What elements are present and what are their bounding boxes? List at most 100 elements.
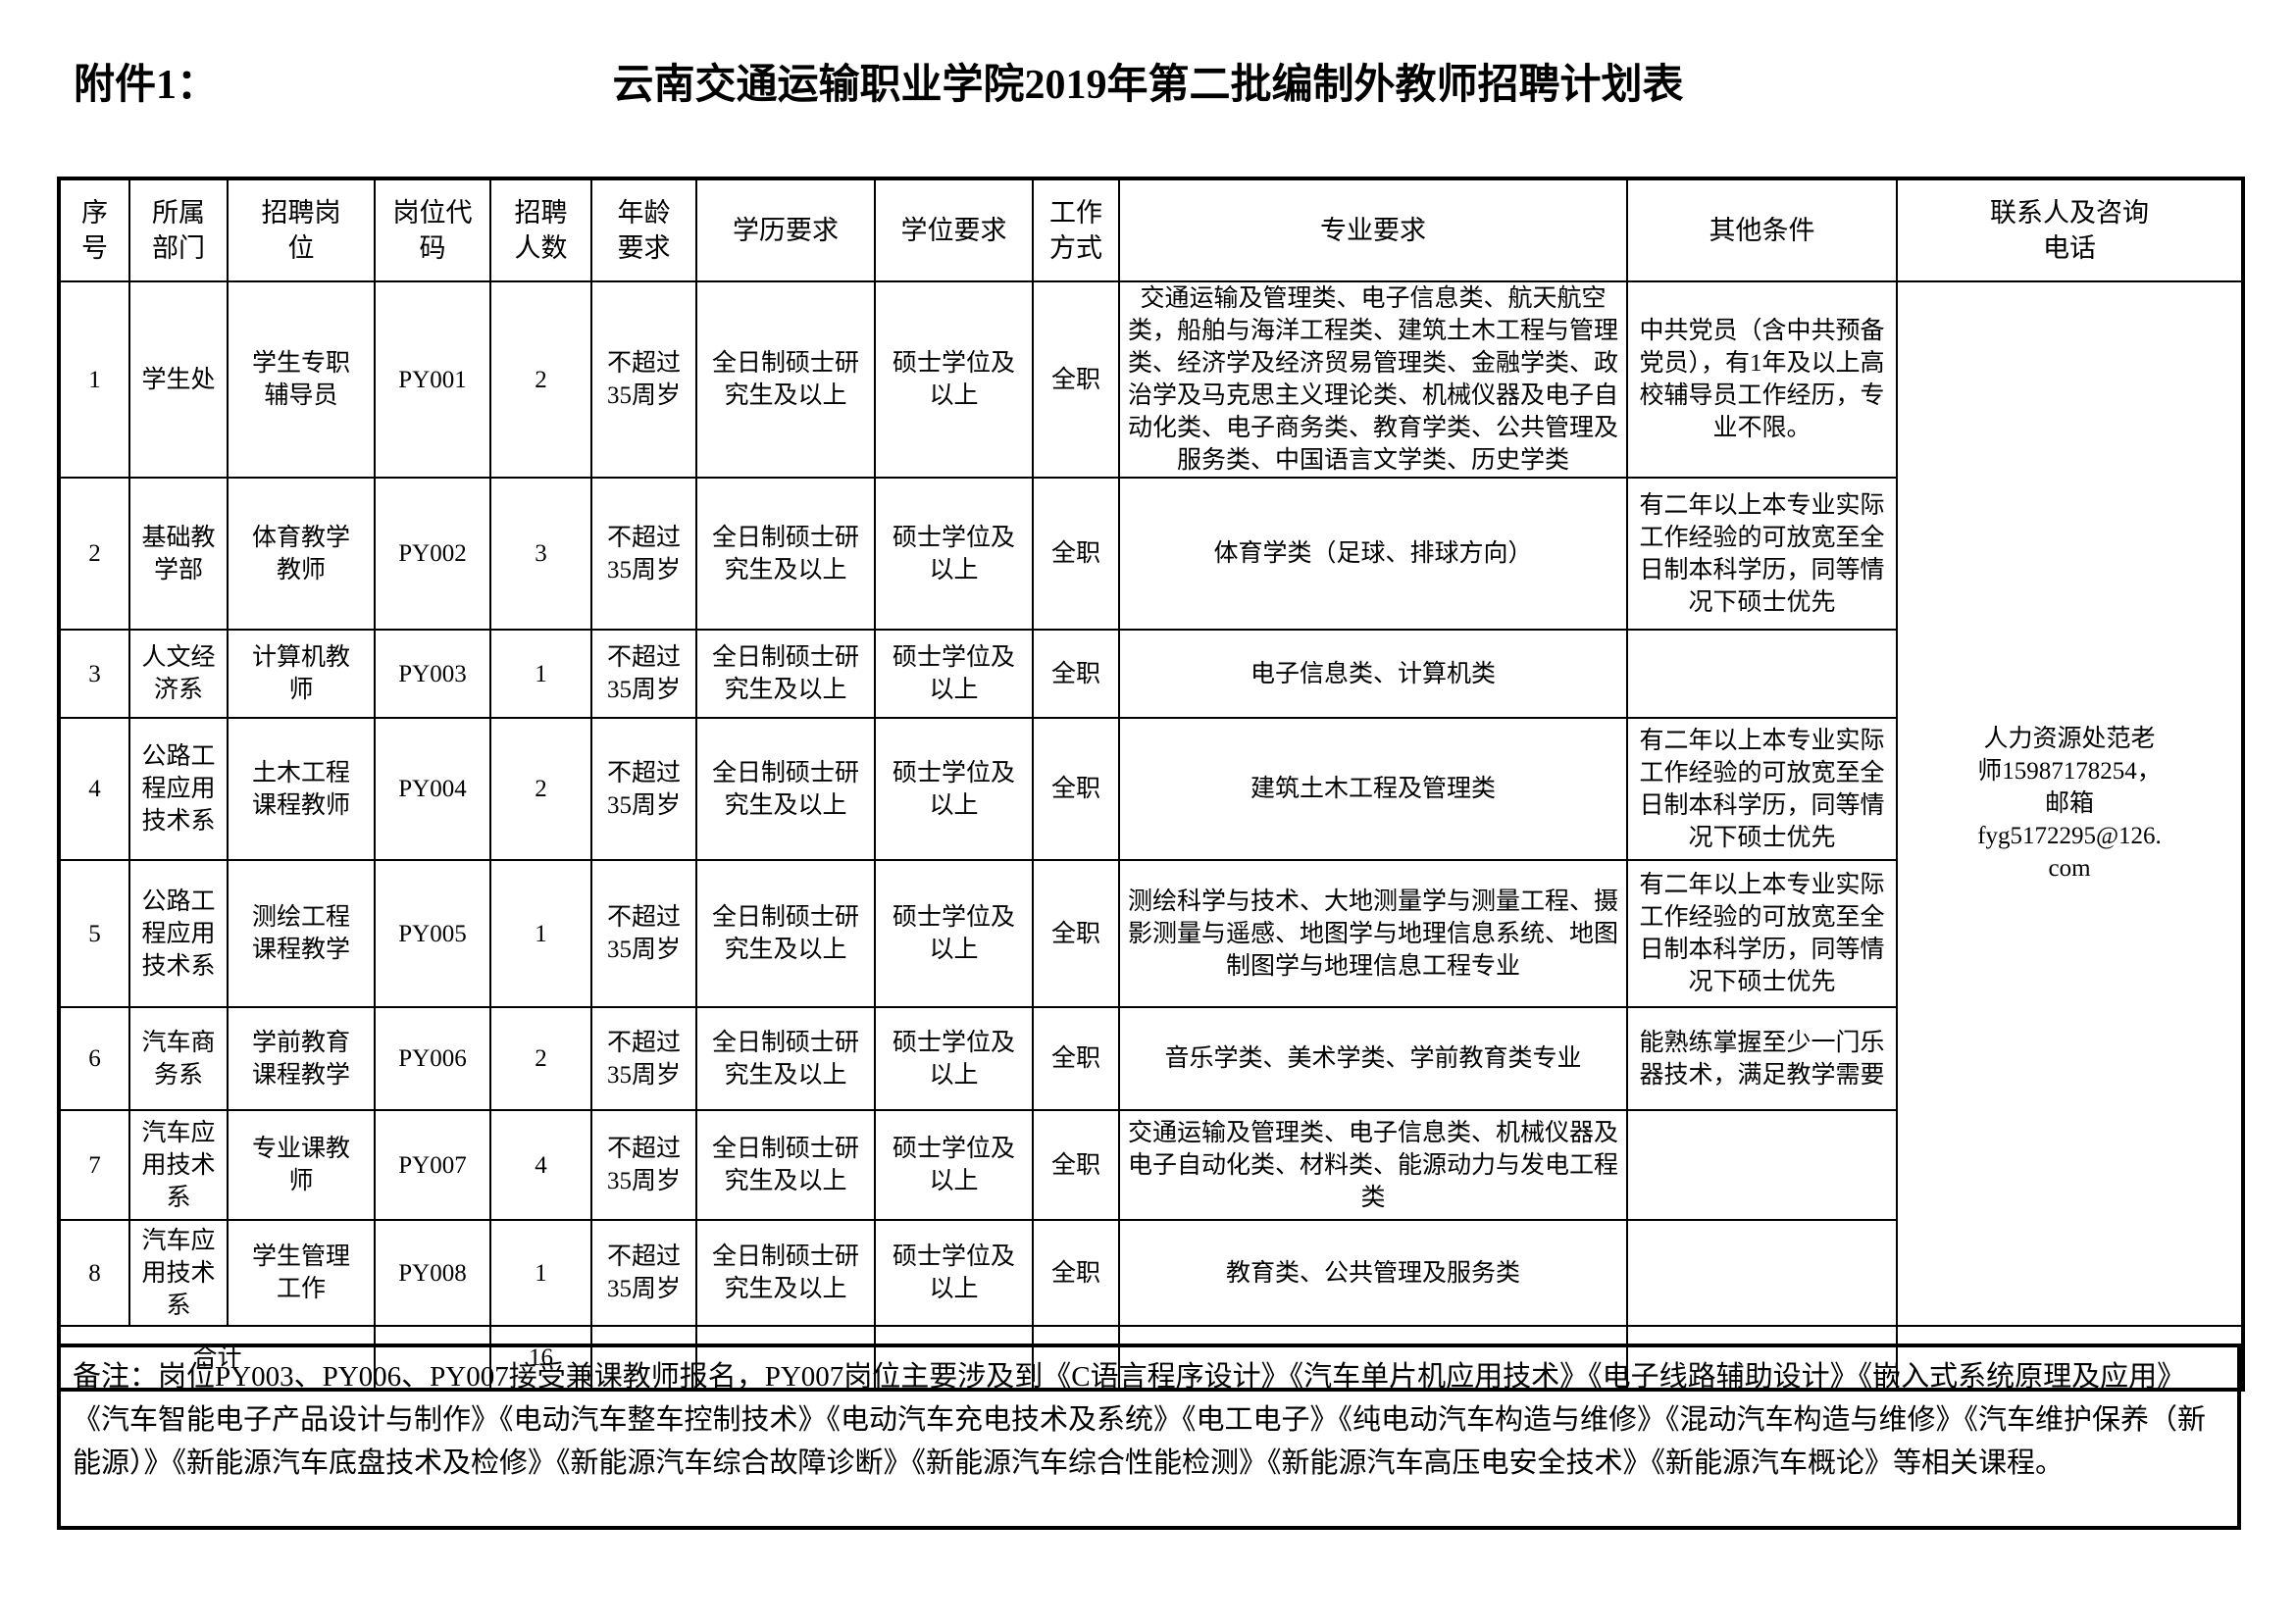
table-row-2: 2 基础教 学部 体育教学 教师 PY002 3 不超过 35周岁 全日制硕士研… (58, 477, 2243, 631)
cell-contact: 人力资源处范老 师15987178254， 邮箱 fyg5172295@126.… (1896, 280, 2244, 1327)
col-header-position: 招聘岗 位 (227, 178, 376, 282)
col-header-degree: 学位要求 (874, 178, 1034, 282)
table-row-3: 3 人文经 济系 计算机教 师 PY003 1 不超过 35周岁 全日制硕士研 … (58, 629, 2243, 719)
total-empty-contact (1896, 1325, 2244, 1391)
cell-department: 公路工 程应用 技术系 (128, 859, 229, 1008)
total-empty-age (590, 1325, 697, 1391)
cell-department: 汽车应 用技术 系 (128, 1109, 229, 1221)
col-header-work-mode: 工作 方式 (1032, 178, 1120, 282)
cell-work-mode: 全职 (1032, 629, 1120, 719)
attachment-label: 附件1： (74, 63, 219, 108)
cell-work-mode: 全职 (1032, 1109, 1120, 1221)
col-header-code: 岗位代 码 (374, 178, 491, 282)
table-row-8: 8 汽车应 用技术 系 学生管理 工作 PY008 1 不超过 35周岁 全日制… (58, 1219, 2243, 1327)
remarks-box: 备注：岗位PY003、PY006、PY007接受兼课教师报名，PY007岗位主要… (57, 1344, 2241, 1530)
cell-education: 全日制硕士研 究生及以上 (695, 629, 876, 719)
title-bar: 云南交通运输职业学院2019年第二批编制外教师招聘计划表 附件1： (0, 51, 2296, 120)
total-label: 合计 (58, 1325, 376, 1391)
cell-work-mode: 全职 (1032, 1006, 1120, 1111)
cell-code: PY002 (374, 477, 491, 631)
cell-education: 全日制硕士研 究生及以上 (695, 280, 876, 479)
cell-major: 测绘科学与技术、大地测量学与测量工程、摄影测量与遥感、地图学与地理信息系统、地图… (1118, 859, 1628, 1008)
cell-code: PY003 (374, 629, 491, 719)
cell-position: 学生专职 辅导员 (227, 280, 376, 479)
cell-no: 5 (58, 859, 130, 1008)
cell-degree: 硕士学位及 以上 (874, 1219, 1034, 1327)
cell-code: PY006 (374, 1006, 491, 1111)
cell-code: PY008 (374, 1219, 491, 1327)
cell-age: 不超过 35周岁 (590, 629, 697, 719)
cell-other: 能熟练掌握至少一门乐器技术，满足教学需要 (1626, 1006, 1898, 1111)
cell-no: 2 (58, 477, 130, 631)
cell-no: 1 (58, 280, 130, 479)
cell-count: 2 (489, 1006, 592, 1111)
cell-major: 音乐学类、美术学类、学前教育类专业 (1118, 1006, 1628, 1111)
col-header-count: 招聘 人数 (489, 178, 592, 282)
cell-degree: 硕士学位及 以上 (874, 859, 1034, 1008)
table-row-1: 1 学生处 学生专职 辅导员 PY001 2 不超过 35周岁 全日制硕士研 究… (58, 280, 2244, 1327)
cell-major: 交通运输及管理类、电子信息类、机械仪器及电子自动化类、材料类、能源动力与发电工程… (1118, 1109, 1628, 1221)
cell-code: PY005 (374, 859, 491, 1008)
cell-other: 有二年以上本专业实际工作经验的可放宽至全日制本科学历，同等情况下硕士优先 (1626, 859, 1898, 1008)
cell-department: 汽车应 用技术 系 (128, 1219, 229, 1327)
cell-age: 不超过 35周岁 (590, 280, 697, 479)
cell-age: 不超过 35周岁 (590, 477, 697, 631)
cell-age: 不超过 35周岁 (590, 717, 697, 861)
total-empty-education (695, 1325, 876, 1391)
cell-degree: 硕士学位及 以上 (874, 629, 1034, 719)
cell-degree: 硕士学位及 以上 (874, 280, 1034, 479)
cell-count: 4 (489, 1109, 592, 1221)
col-header-major: 专业要求 (1118, 178, 1628, 282)
cell-degree: 硕士学位及 以上 (874, 1109, 1034, 1221)
col-header-contact: 联系人及咨询 电话 (1896, 178, 2244, 282)
cell-other (1626, 1219, 1898, 1327)
col-header-age: 年龄 要求 (590, 178, 697, 282)
cell-count: 1 (489, 859, 592, 1008)
total-empty-other (1626, 1325, 1898, 1391)
total-empty-major (1118, 1325, 1628, 1391)
table-row-4: 4 公路工 程应用 技术系 土木工程 课程教师 PY004 2 不超过 35周岁… (58, 717, 2243, 861)
cell-count: 2 (489, 280, 592, 479)
col-header-other: 其他条件 (1626, 178, 1898, 282)
cell-department: 基础教 学部 (128, 477, 229, 631)
cell-count: 1 (489, 629, 592, 719)
table-header-row: 序 号 所属 部门 招聘岗 位 岗位代 码 招聘 人数 年龄 要求 学历要求 学… (58, 178, 2244, 282)
cell-work-mode: 全职 (1032, 859, 1120, 1008)
cell-position: 学前教育 课程教学 (227, 1006, 376, 1111)
table-row-7: 7 汽车应 用技术 系 专业课教 师 PY007 4 不超过 35周岁 全日制硕… (58, 1109, 2243, 1221)
cell-major: 教育类、公共管理及服务类 (1118, 1219, 1628, 1327)
cell-work-mode: 全职 (1032, 280, 1120, 479)
cell-other (1626, 1109, 1898, 1221)
cell-degree: 硕士学位及 以上 (874, 717, 1034, 861)
cell-code: PY004 (374, 717, 491, 861)
cell-education: 全日制硕士研 究生及以上 (695, 717, 876, 861)
cell-no: 8 (58, 1219, 130, 1327)
cell-other: 有二年以上本专业实际工作经验的可放宽至全日制本科学历，同等情况下硕士优先 (1626, 717, 1898, 861)
cell-work-mode: 全职 (1032, 717, 1120, 861)
cell-department: 汽车商 务系 (128, 1006, 229, 1111)
cell-major: 体育学类（足球、排球方向） (1118, 477, 1628, 631)
cell-age: 不超过 35周岁 (590, 1109, 697, 1221)
cell-count: 3 (489, 477, 592, 631)
table-row-6: 6 汽车商 务系 学前教育 课程教学 PY006 2 不超过 35周岁 全日制硕… (58, 1006, 2243, 1111)
cell-work-mode: 全职 (1032, 1219, 1120, 1327)
cell-major: 电子信息类、计算机类 (1118, 629, 1628, 719)
cell-no: 7 (58, 1109, 130, 1221)
col-header-no: 序 号 (58, 178, 130, 282)
page-title: 云南交通运输职业学院2019年第二批编制外教师招聘计划表 (612, 63, 1684, 108)
cell-education: 全日制硕士研 究生及以上 (695, 859, 876, 1008)
table-total-row: 合计 16 (58, 1325, 2244, 1391)
cell-age: 不超过 35周岁 (590, 1219, 697, 1327)
cell-position: 土木工程 课程教师 (227, 717, 376, 861)
total-count: 16 (489, 1325, 592, 1391)
cell-other: 有二年以上本专业实际工作经验的可放宽至全日制本科学历，同等情况下硕士优先 (1626, 477, 1898, 631)
cell-major: 建筑土木工程及管理类 (1118, 717, 1628, 861)
cell-position: 专业课教 师 (227, 1109, 376, 1221)
total-empty-work-mode (1032, 1325, 1120, 1391)
cell-no: 3 (58, 629, 130, 719)
cell-education: 全日制硕士研 究生及以上 (695, 477, 876, 631)
cell-other (1626, 629, 1898, 719)
cell-no: 6 (58, 1006, 130, 1111)
cell-position: 计算机教 师 (227, 629, 376, 719)
